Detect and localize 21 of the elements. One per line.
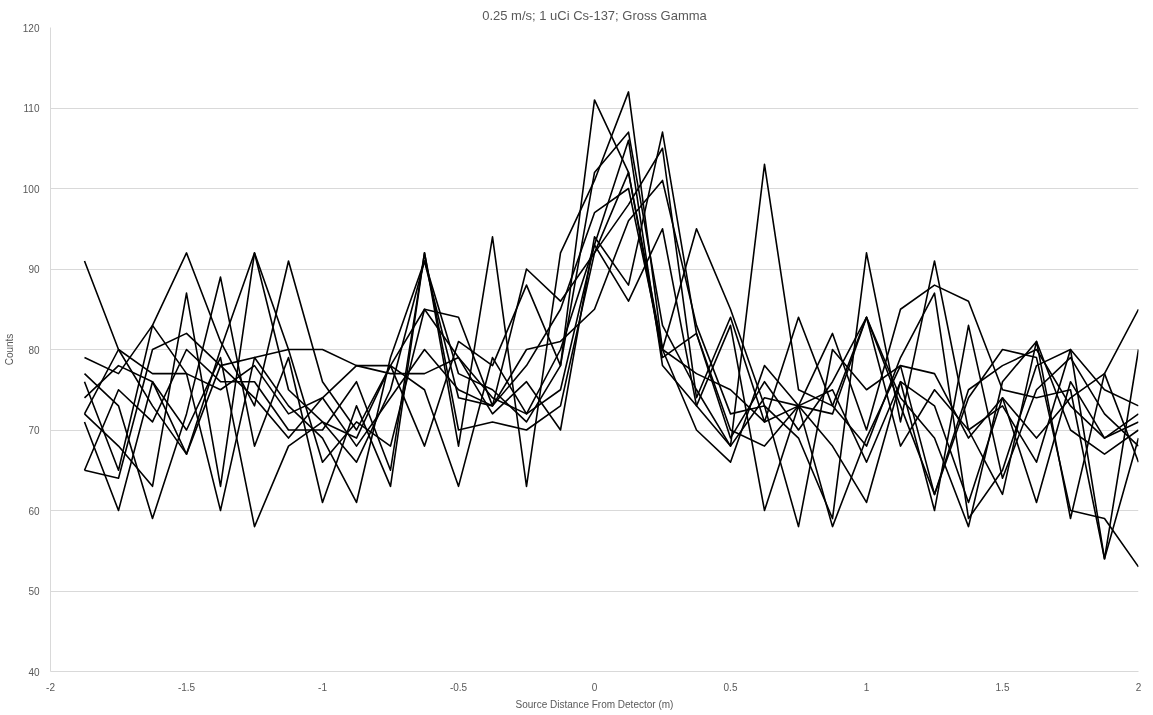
x-tick-label: 1.5 bbox=[995, 681, 1010, 693]
y-tick-label: 90 bbox=[28, 264, 40, 275]
y-tick-label: 50 bbox=[28, 586, 40, 597]
y-axis-title: Counts bbox=[3, 333, 15, 366]
y-tick-label: 70 bbox=[28, 425, 40, 436]
x-tick-label: 0 bbox=[591, 681, 598, 693]
y-tick-label: 100 bbox=[22, 183, 40, 195]
y-tick-label: 80 bbox=[28, 344, 40, 356]
x-tick-label: 2 bbox=[1135, 681, 1142, 693]
x-tick-label: 0.5 bbox=[723, 681, 738, 693]
y-tick-label: 110 bbox=[23, 103, 40, 114]
x-tick-label: -2 bbox=[46, 681, 56, 693]
y-tick-label: 40 bbox=[28, 666, 40, 678]
x-tick-label: -1.5 bbox=[177, 681, 196, 693]
y-tick-label: 120 bbox=[22, 22, 40, 34]
y-tick-label: 60 bbox=[28, 505, 40, 517]
chart-title: 0.25 m/s; 1 uCi Cs-137; Gross Gamma bbox=[482, 7, 708, 23]
x-axis-title: Source Distance From Detector (m) bbox=[515, 698, 674, 710]
x-tick-label: 1 bbox=[863, 681, 870, 693]
x-tick-label: -0.5 bbox=[449, 681, 468, 693]
x-tick-label: -1 bbox=[318, 681, 328, 693]
